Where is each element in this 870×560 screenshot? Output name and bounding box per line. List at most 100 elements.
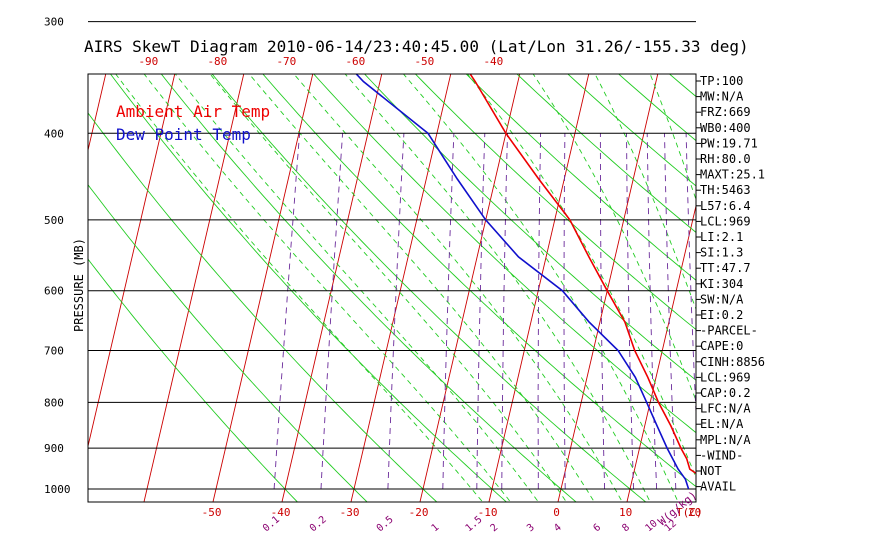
- dry-adiabat-line: [326, 0, 870, 508]
- stat-label: WB0:400: [700, 121, 751, 135]
- series-line: [469, 74, 696, 475]
- dry-adiabat-line: [88, 112, 438, 502]
- dry-adiabat-line: [363, 74, 696, 381]
- stat-label: LI:2.1: [700, 230, 743, 244]
- stat-label: LCL:969: [700, 370, 751, 384]
- mixing-ratio-line: [786, 133, 812, 489]
- mixing-ratio-tick-label: 4: [552, 522, 564, 534]
- stat-label: NOT: [700, 464, 722, 478]
- stat-label: L57:6.4: [700, 199, 751, 213]
- stat-label: FRZ:669: [700, 105, 751, 119]
- moist-adiabat-line: [532, 74, 696, 402]
- mixing-ratio-tick-label: 2: [489, 522, 501, 534]
- isotherm-lines: [0, 0, 870, 508]
- isotherm-line: [281, 74, 383, 502]
- pressure-tick-label: 500: [44, 214, 64, 227]
- stat-label: LFC:N/A: [700, 402, 751, 416]
- mixing-ratio-line: [756, 133, 778, 489]
- bottom-temperature-tick-label: -50: [202, 506, 222, 519]
- isotherm-line: [557, 74, 659, 502]
- stat-label: TT:47.7: [700, 261, 751, 275]
- isotherm-line: [488, 74, 590, 502]
- chart-title: AIRS SkewT Diagram 2010-06-14/23:40:45.0…: [84, 37, 749, 56]
- bottom-temperature-tick-label: -20: [409, 506, 429, 519]
- moist-adiabat-line: [209, 74, 567, 502]
- moist-adiabat-line: [143, 74, 512, 502]
- stat-label: AVAIL: [700, 480, 736, 494]
- mixing-ratio-line: [646, 133, 658, 490]
- stat-label: EI:0.2: [700, 308, 743, 322]
- isotherm-line: [0, 0, 20, 508]
- bottom-temperature-tick-label: -10: [478, 506, 498, 519]
- top-temperature-tick-label: -80: [207, 55, 227, 68]
- dry-adiabat-line: [109, 74, 508, 502]
- moist-adiabat-line: [344, 74, 651, 502]
- dry-adiabat-line: [313, 74, 696, 434]
- mixing-ratio-tick-label: 3: [525, 522, 537, 534]
- mixing-ratio-tick-label: 8: [620, 522, 632, 534]
- moist-adiabat-line: [649, 74, 696, 201]
- mixing-ratio-line: [442, 133, 455, 490]
- legend-entry: Ambient Air Temp: [116, 102, 270, 121]
- pressure-tick-label: 400: [44, 127, 64, 140]
- stat-label: MPL:N/A: [700, 433, 751, 447]
- stat-label: TH:5463: [700, 183, 751, 197]
- stat-label: LCL:969: [700, 214, 751, 228]
- stat-label: -WIND-: [700, 448, 743, 462]
- mixing-ratio-line: [476, 133, 486, 490]
- dry-adiabat-line: [257, 0, 870, 508]
- dry-adiabat-lines: [88, 0, 870, 508]
- top-temperature-tick-label: -60: [345, 55, 365, 68]
- dry-adiabat-line: [465, 74, 696, 281]
- dry-adiabat-line: [88, 258, 299, 502]
- isotherm-line: [212, 74, 314, 502]
- bottom-temperature-tick-label: 10: [619, 506, 632, 519]
- chart-legend: Ambient Air Temp Dew Point Temp: [116, 102, 270, 144]
- mixing-ratio-line: [537, 133, 542, 489]
- y-axis-label: PRESSURE (MB): [72, 238, 86, 332]
- isotherm-line: [350, 74, 452, 502]
- dry-adiabat-line: [361, 0, 870, 508]
- stat-label: CAP:0.2: [700, 386, 751, 400]
- dry-adiabat-line: [160, 74, 577, 502]
- stat-label: CINH:8856: [700, 355, 765, 369]
- mixing-ratio-line: [320, 133, 344, 490]
- stat-label: MAXT:25.1: [700, 168, 765, 182]
- pressure-tick-label: 600: [44, 285, 64, 298]
- dry-adiabat-line: [617, 74, 696, 142]
- series-line: [355, 74, 690, 490]
- dry-adiabat-line: [395, 0, 870, 508]
- plot-frame: [87, 73, 697, 503]
- bottom-temperature-tick-label: -30: [340, 506, 360, 519]
- pressure-tick-label: 300: [44, 16, 64, 29]
- moist-adiabat-line: [115, 74, 484, 502]
- dry-adiabat-line: [567, 74, 696, 187]
- isotherm-line: [88, 74, 176, 449]
- mixing-ratio-axis: 0.1 0.2 0.5 1 1.5 2 3 4 6 8 10 12: [261, 514, 679, 534]
- mixing-ratio-tick-label: 0.5: [375, 514, 396, 534]
- pressure-tick-label: 900: [44, 442, 64, 455]
- stat-label: RH:80.0: [700, 152, 751, 166]
- stat-label: KI:304: [700, 277, 743, 291]
- bottom-temperature-tick-label: -40: [271, 506, 291, 519]
- isotherm-line: [626, 203, 696, 502]
- mixing-ratio-tick-label: 6: [591, 522, 603, 534]
- pressure-axis: 1002003004005006007008009001000: [44, 16, 71, 496]
- mixing-ratio-tick-label: 1: [430, 522, 442, 534]
- moist-adiabat-line: [467, 74, 696, 479]
- dry-adiabat-line: [211, 74, 647, 502]
- moist-adiabat-line: [248, 74, 595, 502]
- pressure-tick-label: 800: [44, 396, 64, 409]
- dry-adiabat-line: [262, 74, 696, 488]
- stat-label: MW:N/A: [700, 90, 744, 104]
- stat-label: EL:N/A: [700, 417, 744, 431]
- isotherm-line: [88, 74, 107, 153]
- bottom-temperature-tick-label: 20: [688, 506, 701, 519]
- mixing-ratio-line: [563, 133, 566, 490]
- legend-entry: Dew Point Temp: [116, 125, 251, 144]
- stat-label: CAPE:0: [700, 339, 743, 353]
- isotherm-line: [833, 0, 870, 508]
- isotherm-line: [764, 0, 870, 508]
- top-temperature-tick-label: -90: [138, 55, 158, 68]
